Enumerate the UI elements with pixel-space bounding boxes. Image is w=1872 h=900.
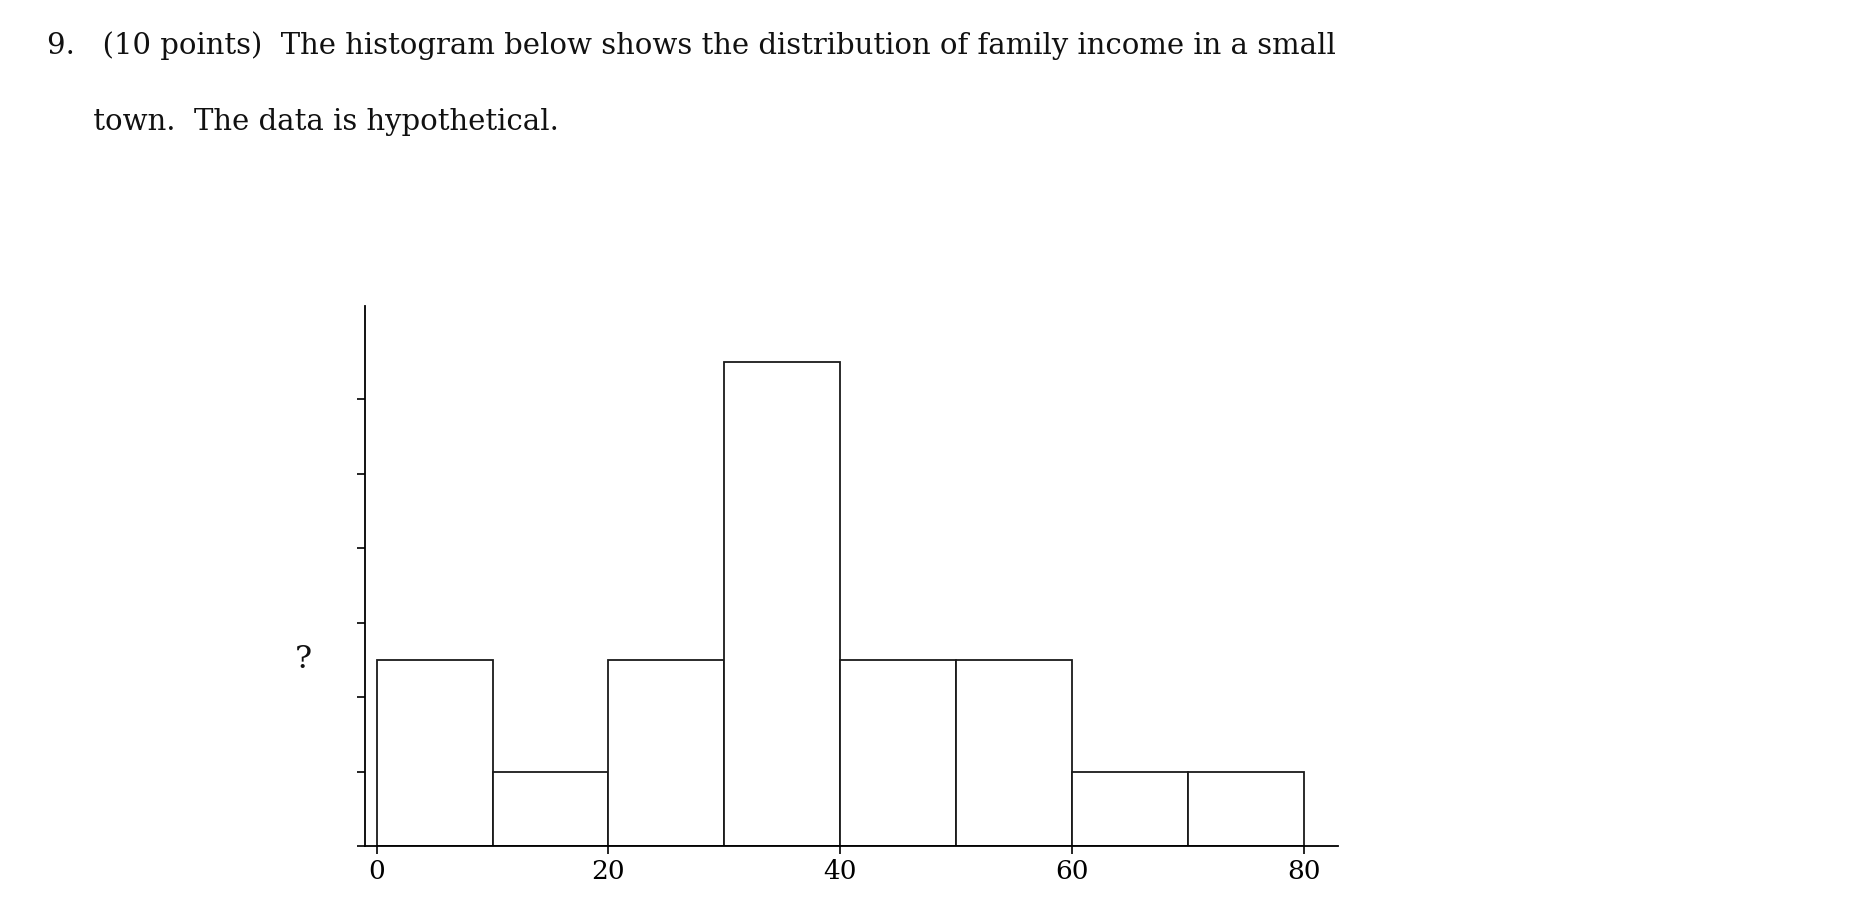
Text: ?: ?: [294, 644, 311, 675]
Text: 9.   (10 points)  The histogram below shows the distribution of family income in: 9. (10 points) The histogram below shows…: [47, 32, 1337, 60]
Text: town.  The data is hypothetical.: town. The data is hypothetical.: [47, 108, 558, 136]
Bar: [1073, 771, 1189, 846]
Bar: [957, 660, 1073, 846]
Bar: [376, 660, 492, 846]
Bar: [724, 362, 841, 846]
Bar: [608, 660, 724, 846]
Bar: [841, 660, 957, 846]
Bar: [1189, 771, 1303, 846]
Bar: [492, 771, 608, 846]
